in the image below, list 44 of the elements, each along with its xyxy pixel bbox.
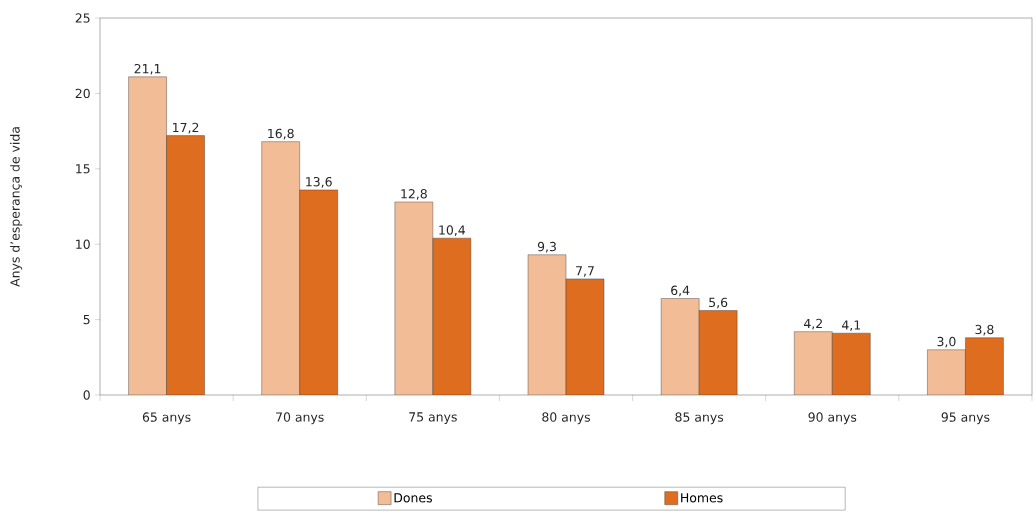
bar	[299, 189, 338, 395]
bar	[927, 349, 966, 395]
data-label: 16,8	[268, 128, 294, 140]
y-axis-title: Anys d’esperança de vida	[10, 127, 23, 287]
data-label: 10,4	[439, 225, 466, 236]
x-tick-label: 95 anys	[941, 412, 990, 425]
y-tick-label: 10	[76, 239, 90, 249]
legend-label: Dones	[394, 493, 432, 503]
bar	[832, 332, 871, 395]
bar	[128, 76, 167, 395]
y-tick-label: 5	[83, 314, 90, 325]
x-tick-label: 90 anys	[808, 412, 857, 425]
data-label: 7,7	[576, 266, 594, 277]
data-label: 12,8	[401, 189, 427, 200]
data-label: 9,3	[537, 241, 556, 253]
data-label: 5,6	[709, 297, 728, 309]
x-tick-label: 70 anys	[276, 412, 324, 425]
data-label: 6,4	[671, 285, 690, 297]
data-label: 13,6	[306, 177, 332, 188]
legend-label: Homes	[681, 493, 723, 503]
bar	[527, 254, 567, 395]
bar	[432, 237, 472, 395]
y-tick-label: 15	[76, 164, 90, 174]
data-label: 17,2	[173, 122, 199, 134]
x-tick-label: 65 anys	[142, 412, 191, 425]
bar	[965, 337, 1004, 395]
data-label: 3,8	[975, 324, 994, 336]
bar	[698, 310, 738, 395]
bar	[660, 298, 700, 395]
y-tick-label: 0	[83, 390, 90, 400]
bar	[261, 141, 300, 395]
bar	[166, 135, 205, 395]
bar	[565, 278, 605, 395]
y-tick-label: 20	[75, 88, 90, 99]
data-label: 3,0	[937, 336, 956, 348]
x-tick-label: 80 anys	[542, 412, 590, 425]
data-label: 4,2	[804, 318, 822, 330]
x-tick-label: 75 anys	[409, 412, 457, 425]
data-label: 4,1	[842, 320, 861, 331]
bar	[394, 201, 434, 395]
y-tick-label: 25	[75, 13, 90, 23]
data-label: 21,1	[134, 63, 161, 75]
x-tick-label: 85 anys	[675, 412, 724, 425]
bar	[794, 331, 833, 395]
